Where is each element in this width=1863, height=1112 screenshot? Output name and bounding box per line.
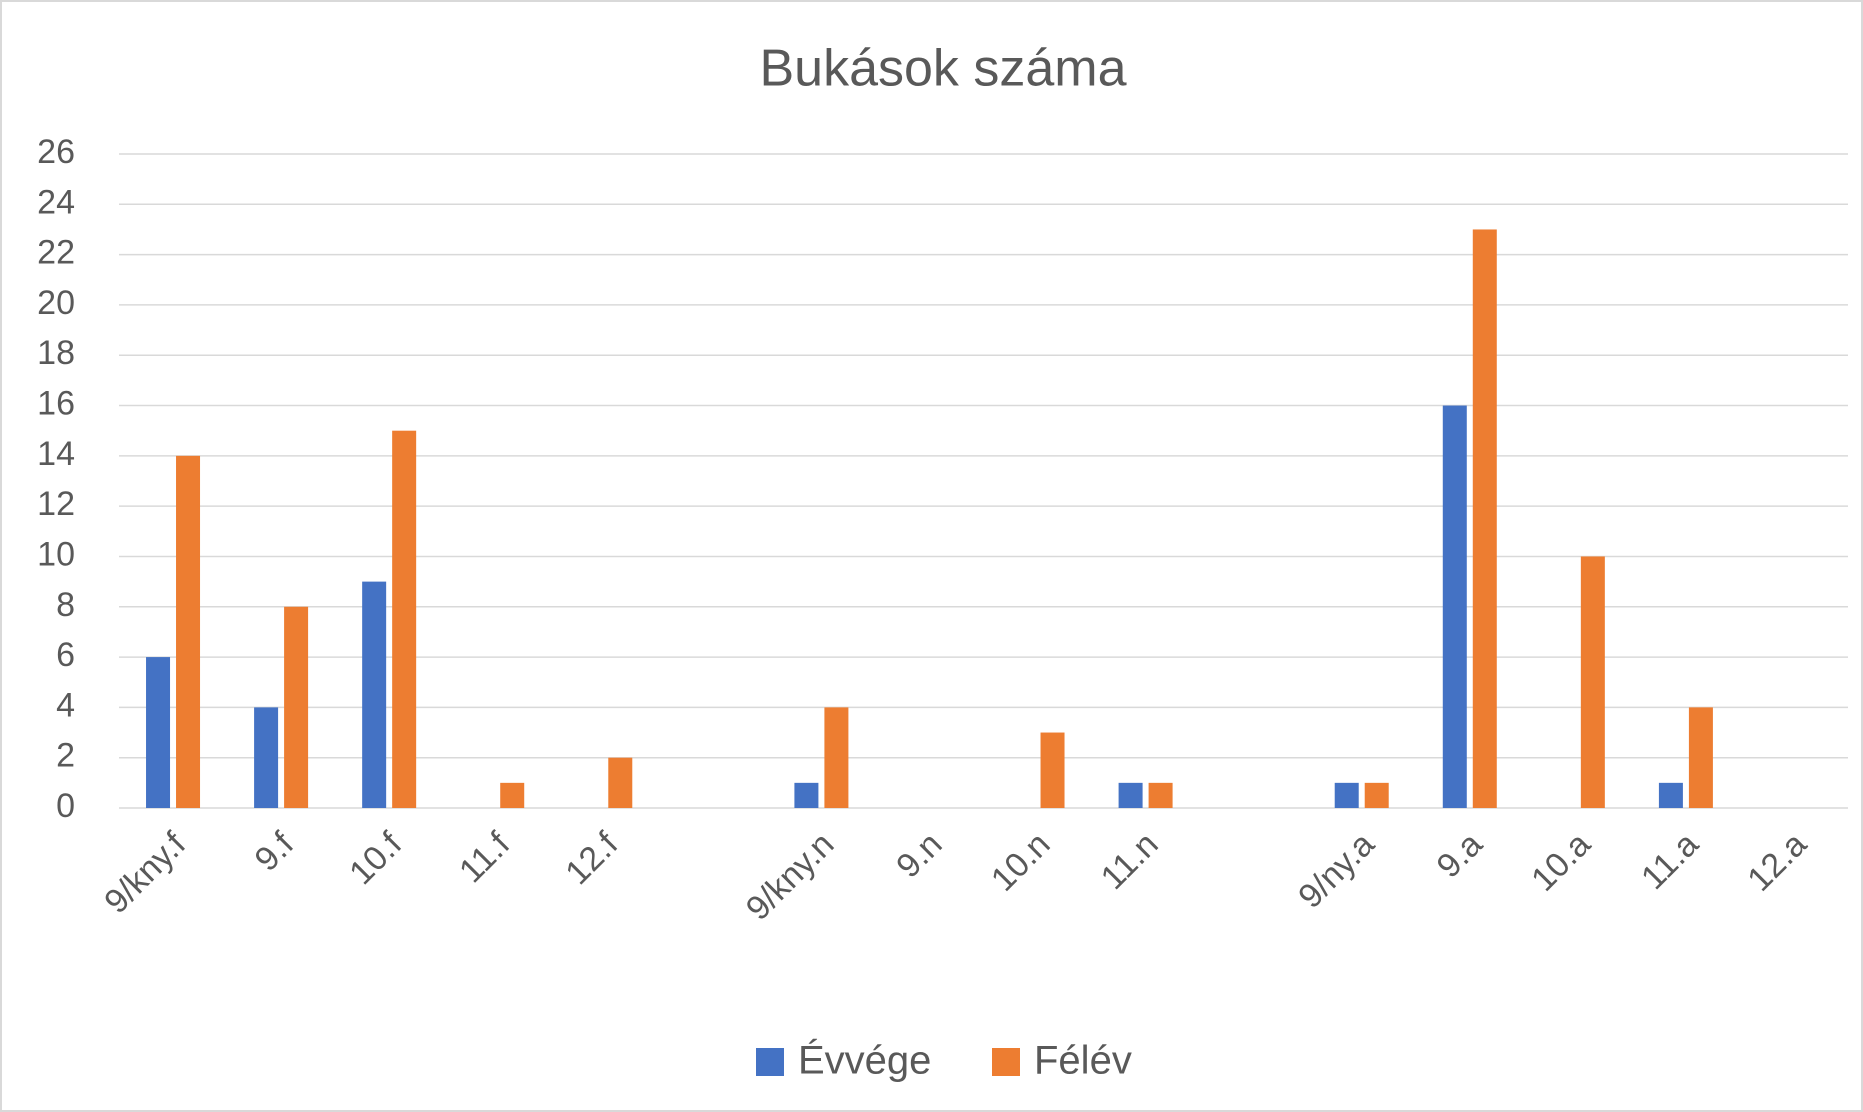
y-tick-label: 26 [37, 133, 75, 171]
bar [1688, 707, 1713, 808]
bar [362, 581, 387, 808]
bar [392, 430, 417, 808]
bar [608, 757, 633, 808]
bar [176, 455, 201, 808]
bar [1442, 405, 1467, 808]
bar [1148, 782, 1173, 808]
bar [1040, 732, 1065, 808]
y-tick-label: 10 [37, 535, 75, 573]
y-tick-label: 16 [37, 385, 75, 423]
y-tick-label: 12 [37, 485, 75, 523]
y-tick-label: 0 [56, 787, 75, 825]
legend-label: Évvége [798, 1038, 931, 1083]
bar [1364, 782, 1389, 808]
y-tick-label: 14 [37, 435, 75, 473]
bar [1334, 782, 1359, 808]
chart-title: Bukások száma [759, 40, 1126, 98]
y-tick-label: 4 [56, 686, 75, 724]
bar [824, 707, 849, 808]
legend-swatch [756, 1048, 784, 1076]
bar [1658, 782, 1683, 808]
y-tick-label: 20 [37, 284, 75, 322]
bar [1118, 782, 1143, 808]
bar [284, 606, 309, 808]
y-tick-label: 2 [56, 737, 75, 775]
y-tick-label: 18 [37, 334, 75, 372]
y-tick-label: 22 [37, 234, 75, 272]
bar [146, 657, 171, 808]
y-tick-label: 6 [56, 636, 75, 674]
bar [794, 782, 819, 808]
bar [254, 707, 279, 808]
y-tick-label: 8 [56, 586, 75, 624]
bar [500, 782, 525, 808]
bar [1472, 229, 1497, 808]
legend-swatch [992, 1048, 1020, 1076]
bar [1580, 556, 1605, 808]
y-tick-label: 24 [37, 183, 75, 221]
legend-label: Félév [1034, 1039, 1132, 1083]
